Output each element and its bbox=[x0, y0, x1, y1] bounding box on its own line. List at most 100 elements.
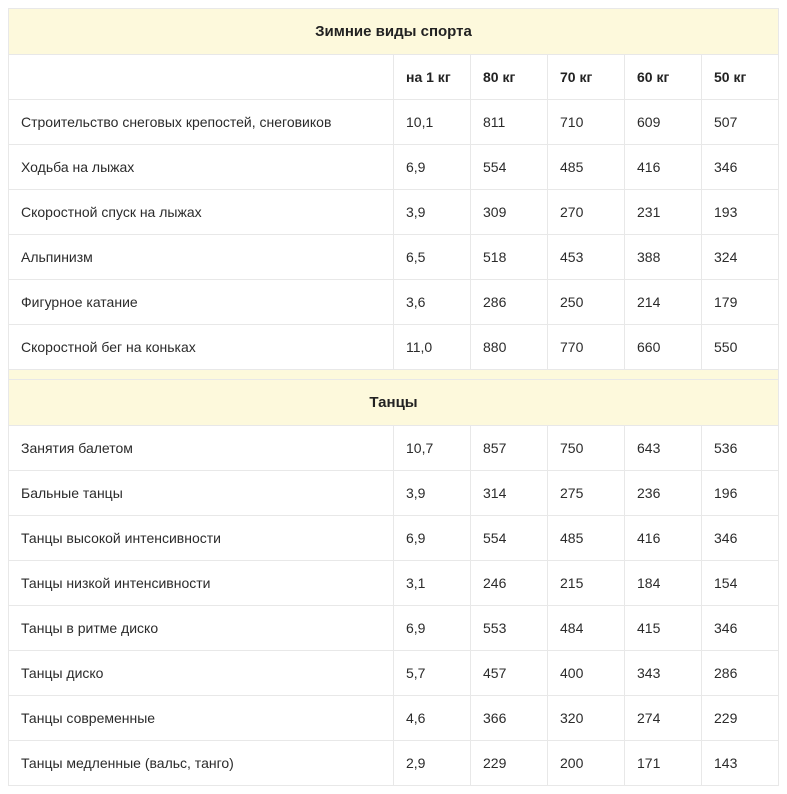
value-cell: 416 bbox=[625, 516, 702, 561]
value-cell: 643 bbox=[625, 426, 702, 471]
value-cell: 400 bbox=[548, 651, 625, 696]
value-cell: 314 bbox=[471, 471, 548, 516]
value-cell: 346 bbox=[702, 606, 779, 651]
value-cell: 554 bbox=[471, 516, 548, 561]
value-cell: 710 bbox=[548, 100, 625, 145]
value-cell: 6,9 bbox=[394, 145, 471, 190]
header-activity bbox=[9, 55, 394, 100]
value-cell: 2,9 bbox=[394, 741, 471, 786]
value-cell: 3,6 bbox=[394, 280, 471, 325]
section-title: Зимние виды спорта bbox=[9, 9, 779, 55]
value-cell: 550 bbox=[702, 325, 779, 370]
header-col: 50 кг bbox=[702, 55, 779, 100]
value-cell: 346 bbox=[702, 516, 779, 561]
value-cell: 554 bbox=[471, 145, 548, 190]
value-cell: 171 bbox=[625, 741, 702, 786]
value-cell: 553 bbox=[471, 606, 548, 651]
table-row: Строительство снеговых крепостей, снегов… bbox=[9, 100, 779, 145]
value-cell: 275 bbox=[548, 471, 625, 516]
value-cell: 215 bbox=[548, 561, 625, 606]
header-col: 70 кг bbox=[548, 55, 625, 100]
table-row: Танцы низкой интенсивности3,124621518415… bbox=[9, 561, 779, 606]
table-row: Скоростной бег на коньках11,088077066055… bbox=[9, 325, 779, 370]
activity-cell: Занятия балетом bbox=[9, 426, 394, 471]
value-cell: 229 bbox=[702, 696, 779, 741]
value-cell: 660 bbox=[625, 325, 702, 370]
activity-cell: Фигурное катание bbox=[9, 280, 394, 325]
table-row: Танцы диско5,7457400343286 bbox=[9, 651, 779, 696]
value-cell: 270 bbox=[548, 190, 625, 235]
section-title: Танцы bbox=[9, 380, 779, 426]
value-cell: 366 bbox=[471, 696, 548, 741]
header-row: на 1 кг80 кг70 кг60 кг50 кг bbox=[9, 55, 779, 100]
value-cell: 196 bbox=[702, 471, 779, 516]
header-col: 80 кг bbox=[471, 55, 548, 100]
value-cell: 343 bbox=[625, 651, 702, 696]
activity-cell: Танцы диско bbox=[9, 651, 394, 696]
value-cell: 388 bbox=[625, 235, 702, 280]
activity-cell: Скоростной бег на коньках bbox=[9, 325, 394, 370]
value-cell: 6,9 bbox=[394, 516, 471, 561]
value-cell: 750 bbox=[548, 426, 625, 471]
value-cell: 880 bbox=[471, 325, 548, 370]
value-cell: 11,0 bbox=[394, 325, 471, 370]
value-cell: 229 bbox=[471, 741, 548, 786]
value-cell: 6,5 bbox=[394, 235, 471, 280]
value-cell: 214 bbox=[625, 280, 702, 325]
value-cell: 3,1 bbox=[394, 561, 471, 606]
activity-cell: Скоростной спуск на лыжах bbox=[9, 190, 394, 235]
value-cell: 415 bbox=[625, 606, 702, 651]
value-cell: 274 bbox=[625, 696, 702, 741]
value-cell: 10,1 bbox=[394, 100, 471, 145]
activity-cell: Танцы современные bbox=[9, 696, 394, 741]
table-row: Скоростной спуск на лыжах3,9309270231193 bbox=[9, 190, 779, 235]
value-cell: 184 bbox=[625, 561, 702, 606]
activity-cell: Танцы высокой интенсивности bbox=[9, 516, 394, 561]
value-cell: 200 bbox=[548, 741, 625, 786]
section-divider-cell bbox=[9, 370, 779, 380]
value-cell: 507 bbox=[702, 100, 779, 145]
table-row: Фигурное катание3,6286250214179 bbox=[9, 280, 779, 325]
calories-table: Зимние виды спортана 1 кг80 кг70 кг60 кг… bbox=[8, 8, 779, 786]
activity-cell: Бальные танцы bbox=[9, 471, 394, 516]
value-cell: 4,6 bbox=[394, 696, 471, 741]
value-cell: 286 bbox=[702, 651, 779, 696]
value-cell: 609 bbox=[625, 100, 702, 145]
table-row: Занятия балетом10,7857750643536 bbox=[9, 426, 779, 471]
value-cell: 457 bbox=[471, 651, 548, 696]
value-cell: 324 bbox=[702, 235, 779, 280]
table-row: Танцы современные4,6366320274229 bbox=[9, 696, 779, 741]
value-cell: 154 bbox=[702, 561, 779, 606]
activity-cell: Ходьба на лыжах bbox=[9, 145, 394, 190]
value-cell: 857 bbox=[471, 426, 548, 471]
header-col: 60 кг bbox=[625, 55, 702, 100]
value-cell: 193 bbox=[702, 190, 779, 235]
table-row: Ходьба на лыжах6,9554485416346 bbox=[9, 145, 779, 190]
section-title-row: Танцы bbox=[9, 380, 779, 426]
value-cell: 10,7 bbox=[394, 426, 471, 471]
value-cell: 518 bbox=[471, 235, 548, 280]
value-cell: 246 bbox=[471, 561, 548, 606]
value-cell: 236 bbox=[625, 471, 702, 516]
table-row: Танцы высокой интенсивности6,95544854163… bbox=[9, 516, 779, 561]
value-cell: 453 bbox=[548, 235, 625, 280]
value-cell: 485 bbox=[548, 145, 625, 190]
table-row: Бальные танцы3,9314275236196 bbox=[9, 471, 779, 516]
value-cell: 811 bbox=[471, 100, 548, 145]
value-cell: 231 bbox=[625, 190, 702, 235]
activity-cell: Альпинизм bbox=[9, 235, 394, 280]
section-divider bbox=[9, 370, 779, 380]
activity-cell: Строительство снеговых крепостей, снегов… bbox=[9, 100, 394, 145]
value-cell: 536 bbox=[702, 426, 779, 471]
value-cell: 143 bbox=[702, 741, 779, 786]
value-cell: 309 bbox=[471, 190, 548, 235]
value-cell: 5,7 bbox=[394, 651, 471, 696]
value-cell: 6,9 bbox=[394, 606, 471, 651]
value-cell: 179 bbox=[702, 280, 779, 325]
value-cell: 484 bbox=[548, 606, 625, 651]
table-row: Танцы медленные (вальс, танго)2,92292001… bbox=[9, 741, 779, 786]
table-row: Альпинизм6,5518453388324 bbox=[9, 235, 779, 280]
value-cell: 320 bbox=[548, 696, 625, 741]
value-cell: 286 bbox=[471, 280, 548, 325]
header-col: на 1 кг bbox=[394, 55, 471, 100]
